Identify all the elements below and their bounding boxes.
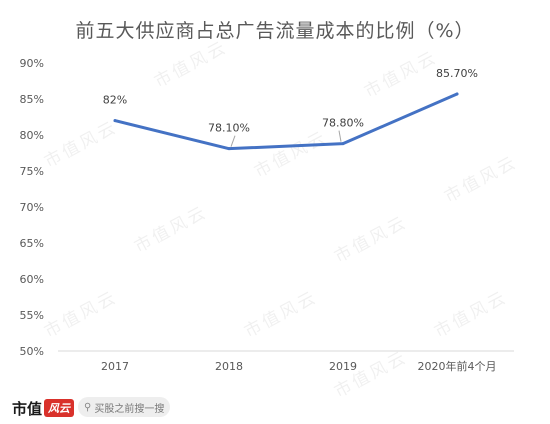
brand-name: 市值 (12, 400, 43, 418)
y-tick-label: 90% (20, 57, 44, 70)
x-tick-label: 2018 (215, 360, 243, 373)
chart-title: 前五大供应商占总广告流量成本的比例（%） (75, 20, 475, 42)
data-label: 85.70% (436, 67, 478, 80)
y-tick-label: 55% (20, 309, 44, 322)
y-tick-label: 85% (20, 93, 44, 106)
data-point (341, 142, 345, 146)
y-tick-label: 65% (20, 237, 44, 250)
search-box[interactable]: ⚲ 买股之前搜一搜 (78, 397, 170, 417)
data-label-leader (338, 130, 342, 142)
y-tick-label: 70% (20, 201, 44, 214)
search-placeholder: 买股之前搜一搜 (94, 403, 165, 415)
series-line (113, 92, 459, 151)
data-label: 78.80% (322, 117, 364, 130)
y-tick-label: 75% (20, 165, 44, 178)
y-tick-label: 60% (20, 273, 44, 286)
brand-logo: 市值 风云 (12, 398, 75, 419)
y-tick-label: 80% (20, 129, 44, 142)
line-chart: 50% 55% 60% 65% 70% 75% 80% 85% 90% 2017 2018 2019 2… (20, 57, 514, 373)
footer-bar: 市值 风云 ⚲ 买股之前搜一搜 (0, 392, 550, 424)
brand-mark: 风云 (44, 399, 75, 417)
data-point (227, 147, 231, 151)
data-point (113, 119, 117, 123)
search-icon: ⚲ (84, 401, 92, 413)
data-point (455, 92, 459, 96)
x-tick-label: 2020年前4个月 (418, 359, 497, 373)
x-tick-label: 2019 (329, 360, 357, 373)
data-label: 78.10% (208, 122, 250, 135)
y-tick-label: 50% (20, 345, 44, 358)
data-label: 82% (103, 94, 127, 107)
data-label-leader (230, 135, 236, 147)
x-tick-label: 2017 (101, 360, 129, 373)
